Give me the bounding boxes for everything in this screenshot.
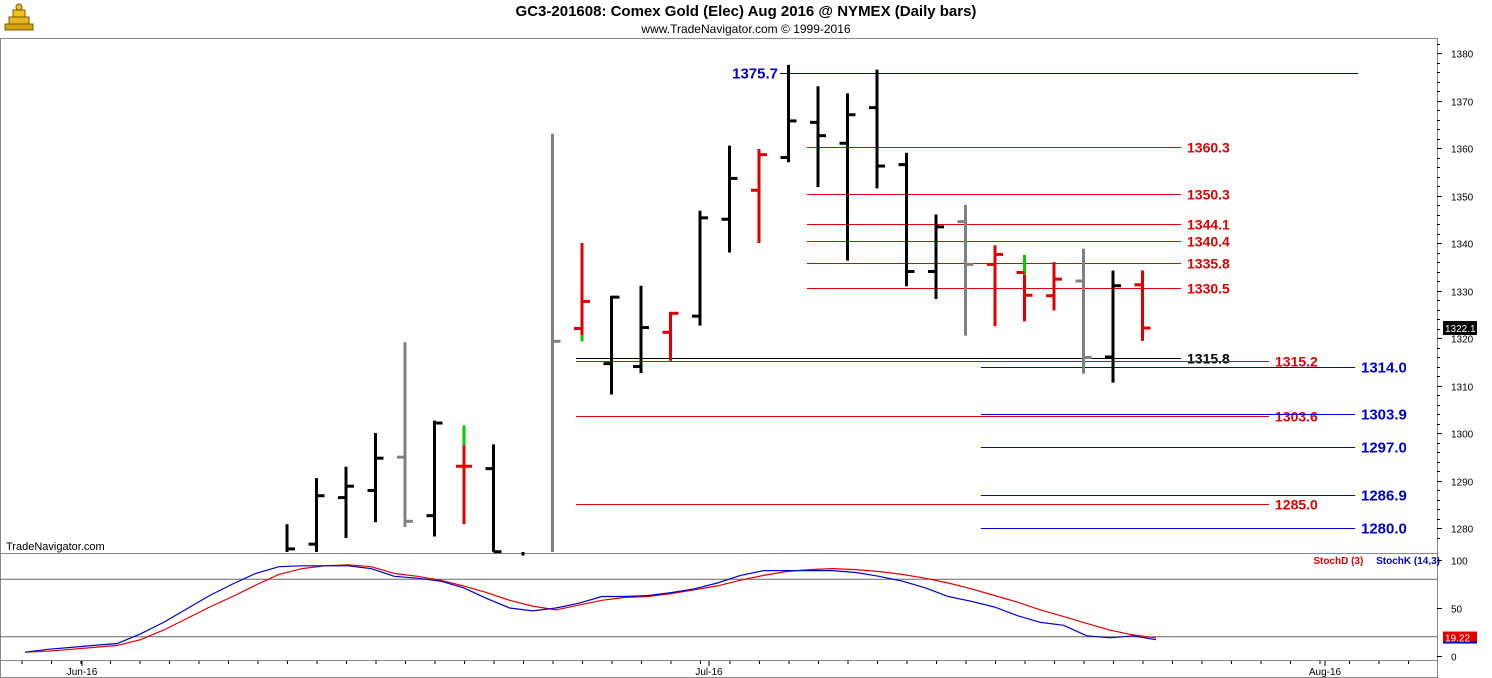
stoch-series-line	[24, 565, 1157, 653]
watermark: TradeNavigator.com	[6, 541, 105, 553]
level-label: 1314.0	[1361, 360, 1407, 377]
ohlc-bar	[1134, 270, 1151, 341]
ohlc-bar	[839, 93, 856, 261]
level-label: 1285.0	[1275, 497, 1318, 513]
ohlc-bar	[1016, 254, 1033, 322]
ohlc-bar	[692, 210, 708, 326]
ohlc-bar	[987, 245, 1003, 327]
ohlc-bar	[810, 86, 826, 187]
ohlc-bar	[1105, 270, 1121, 383]
level-label: 1335.8	[1187, 256, 1230, 272]
ohlc-bar	[308, 478, 325, 552]
ohlc-bar	[367, 433, 384, 523]
ohlc-bar	[751, 148, 767, 243]
level-label: 1303.6	[1275, 409, 1318, 425]
price-axis-label: 1370	[1451, 98, 1474, 109]
ohlc-bar	[338, 466, 354, 538]
price-axis-label: 1300	[1451, 430, 1474, 441]
stoch-axis-label: 0	[1451, 653, 1457, 664]
level-label: 1315.2	[1275, 354, 1318, 370]
stoch-k-legend-label: StochK (14,3)	[1376, 556, 1440, 567]
ohlc-bar	[456, 425, 472, 525]
level-label: 1360.3	[1187, 140, 1230, 156]
ohlc-bar	[603, 295, 620, 395]
stoch-axis-label: 100	[1451, 557, 1468, 568]
price-axis-label: 1340	[1451, 240, 1474, 251]
price-axis-label: 1280	[1451, 525, 1474, 536]
level-label: 1315.8	[1187, 351, 1230, 367]
time-axis-label: Jul-16	[695, 667, 723, 678]
last-price-label: 1322.1	[1445, 324, 1476, 335]
price-axis-label: 1330	[1451, 288, 1474, 299]
ohlc-bar	[780, 64, 797, 163]
level-label: 1344.1	[1187, 217, 1230, 233]
ohlc-bar	[285, 524, 295, 552]
level-label: 1303.9	[1361, 407, 1407, 424]
price-axis-label: 1310	[1451, 383, 1474, 394]
price-axis-label: 1320	[1451, 335, 1474, 346]
ohlc-bar	[485, 444, 502, 554]
ohlc-bar	[869, 69, 885, 189]
stoch-series-line	[24, 564, 1157, 653]
ohlc-bar	[426, 420, 443, 537]
stoch-legend: StochD (3) StochK (14,3)	[1313, 556, 1440, 567]
level-label: 1375.7	[732, 66, 778, 83]
last-stoch-marker	[1443, 631, 1477, 644]
level-label: 1280.0	[1361, 521, 1407, 538]
ohlc-bar	[1075, 248, 1092, 374]
ohlc-bar	[397, 342, 413, 528]
gold-bars-logo-icon	[4, 3, 34, 31]
price-axis-label: 1290	[1451, 478, 1474, 489]
stoch-axis-label: 50	[1451, 605, 1463, 616]
level-label: 1297.0	[1361, 440, 1407, 457]
ohlc-bar	[898, 152, 915, 287]
price-axis-label: 1360	[1451, 145, 1474, 156]
price-axis-label: 1350	[1451, 193, 1474, 204]
chart-subtitle: www.TradeNavigator.com © 1999-2016	[641, 22, 851, 36]
last-price-marker	[1443, 321, 1477, 336]
level-label: 1340.4	[1187, 234, 1230, 250]
level-label: 1350.3	[1187, 187, 1230, 203]
ohlc-bar	[1046, 262, 1062, 311]
level-label: 1330.5	[1187, 281, 1230, 297]
ohlc-bar	[551, 133, 561, 552]
ohlc-bar	[633, 285, 649, 374]
time-axis-label: Jun-16	[67, 667, 98, 678]
ohlc-bar	[928, 214, 944, 300]
time-axis-label: Aug-16	[1309, 667, 1342, 678]
level-label: 1286.9	[1361, 488, 1407, 505]
ohlc-bar	[721, 145, 738, 253]
chart-header: GC3-201608: Comex Gold (Elec) Aug 2016 @…	[0, 0, 1492, 38]
ohlc-bar	[662, 311, 679, 361]
ohlc-bar	[957, 205, 974, 336]
stoch-d-legend-label: StochD (3)	[1313, 556, 1364, 567]
chart-title: GC3-201608: Comex Gold (Elec) Aug 2016 @…	[515, 3, 977, 20]
ohlc-bar	[574, 243, 590, 342]
price-axis-label: 1380	[1451, 50, 1474, 61]
last-stoch-label: 19.22	[1445, 634, 1470, 645]
